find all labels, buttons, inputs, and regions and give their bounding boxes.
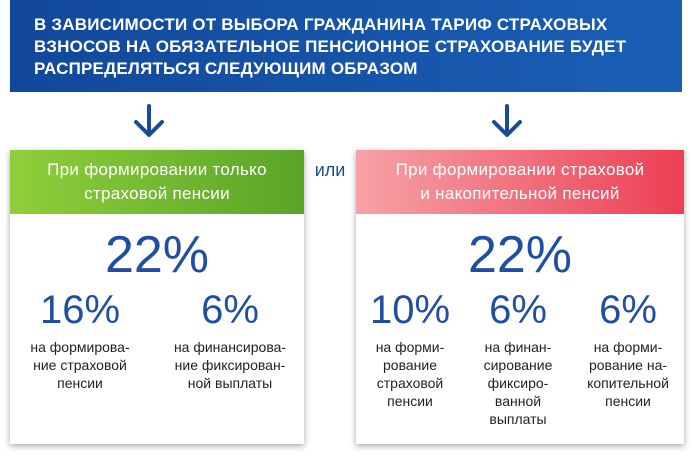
part-percent: 10% [369, 288, 451, 332]
part-description: на форми- рование на- копительной пенсии [587, 339, 669, 409]
card-title-text: При формировании только страховой пенсии [47, 160, 267, 203]
header-banner: В ЗАВИСИМОСТИ ОТ ВЫБОРА ГРАЖДАНИНА ТАРИФ… [10, 0, 682, 92]
banner-text: В ЗАВИСИМОСТИ ОТ ВЫБОРА ГРАЖДАНИНА ТАРИФ… [34, 15, 627, 78]
arrow-down-icon [134, 104, 164, 137]
part-insurance: 10% на форми- рование страховой пенсии [360, 288, 460, 410]
part-fixed-payment: 6% на финан- сирование фиксиро- ванной в… [468, 288, 568, 428]
card-insurance-only: При формировании только страховой пенсии… [10, 150, 304, 444]
total-percent: 22% [104, 226, 210, 284]
part-description: на финан- сирование фиксиро- ванной выпл… [483, 339, 553, 427]
part-description: на финансирова- ние фиксирован- ной выпл… [173, 339, 287, 391]
card-title-text: При формировании страховой и накопительн… [395, 160, 645, 203]
card-title: При формировании только страховой пенсии [10, 150, 304, 214]
part-percent: 16% [39, 288, 121, 332]
card-title: При формировании страховой и накопительн… [356, 150, 684, 214]
part-description: на форми- рование страховой пенсии [375, 339, 445, 409]
card-insurance-and-funded: При формировании страховой и накопительн… [356, 150, 684, 444]
part-insurance: 16% на формирова- ние страховой пенсии [10, 288, 150, 392]
part-percent: 6% [489, 288, 547, 332]
or-connector: или [314, 160, 346, 180]
part-description: на формирова- ние страховой пенсии [30, 339, 130, 391]
part-percent: 6% [201, 288, 259, 332]
arrow-down-icon [492, 104, 522, 137]
total-percent: 22% [467, 226, 573, 284]
part-percent: 6% [599, 288, 657, 332]
part-funded: 6% на форми- рование на- копительной пен… [576, 288, 680, 410]
part-fixed-payment: 6% на финансирова- ние фиксирован- ной в… [160, 288, 300, 392]
